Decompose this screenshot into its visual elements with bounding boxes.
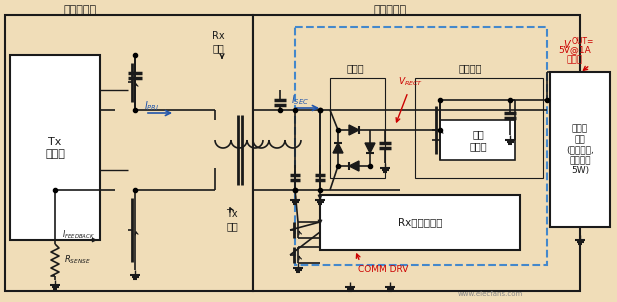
Text: $I_{SEC}$: $I_{SEC}$	[291, 93, 309, 107]
Text: 整流器: 整流器	[346, 63, 364, 73]
Text: 线性
控制器: 线性 控制器	[469, 129, 487, 151]
Bar	[415, 78, 543, 178]
Text: Tx
控制器: Tx 控制器	[45, 137, 65, 159]
Bar	[10, 55, 100, 240]
Polygon shape	[365, 143, 375, 153]
Bar	[330, 78, 385, 178]
Bar	[253, 15, 580, 291]
Bar	[320, 195, 520, 250]
Text: $I_{FEEDBACK}$: $I_{FEEDBACK}$	[62, 229, 95, 241]
Text: 无线接收器: 无线接收器	[373, 5, 407, 15]
Text: $V_{RECT}$: $V_{RECT}$	[398, 76, 423, 88]
Text: 无线发射器: 无线发射器	[64, 5, 97, 15]
Text: V: V	[563, 40, 569, 50]
Text: $I_{PRI}$: $I_{PRI}$	[144, 99, 160, 113]
Polygon shape	[349, 161, 359, 171]
Bar	[5, 15, 253, 291]
Polygon shape	[349, 125, 359, 135]
Bar	[550, 72, 610, 227]
Text: Rx
线圈: Rx 线圈	[212, 31, 225, 53]
Text: 电压调节: 电压调节	[458, 63, 482, 73]
Text: COMM DRV: COMM DRV	[358, 265, 408, 275]
Polygon shape	[333, 143, 343, 153]
Bar	[440, 120, 515, 160]
Text: Tx
线圈: Tx 线圈	[226, 209, 238, 231]
Text: www.elecfans.com: www.elecfans.com	[457, 291, 523, 297]
Text: OUT=: OUT=	[572, 37, 594, 47]
Text: $R_{SENSE}$: $R_{SENSE}$	[64, 254, 91, 266]
Text: 5V@1A
至系统: 5V@1A 至系统	[558, 45, 591, 65]
Text: 便携式
设备
(系统负载,
功率高达
5W): 便携式 设备 (系统负载, 功率高达 5W)	[566, 125, 594, 175]
Text: Rx通信与控制: Rx通信与控制	[398, 217, 442, 227]
Bar	[295, 27, 547, 265]
